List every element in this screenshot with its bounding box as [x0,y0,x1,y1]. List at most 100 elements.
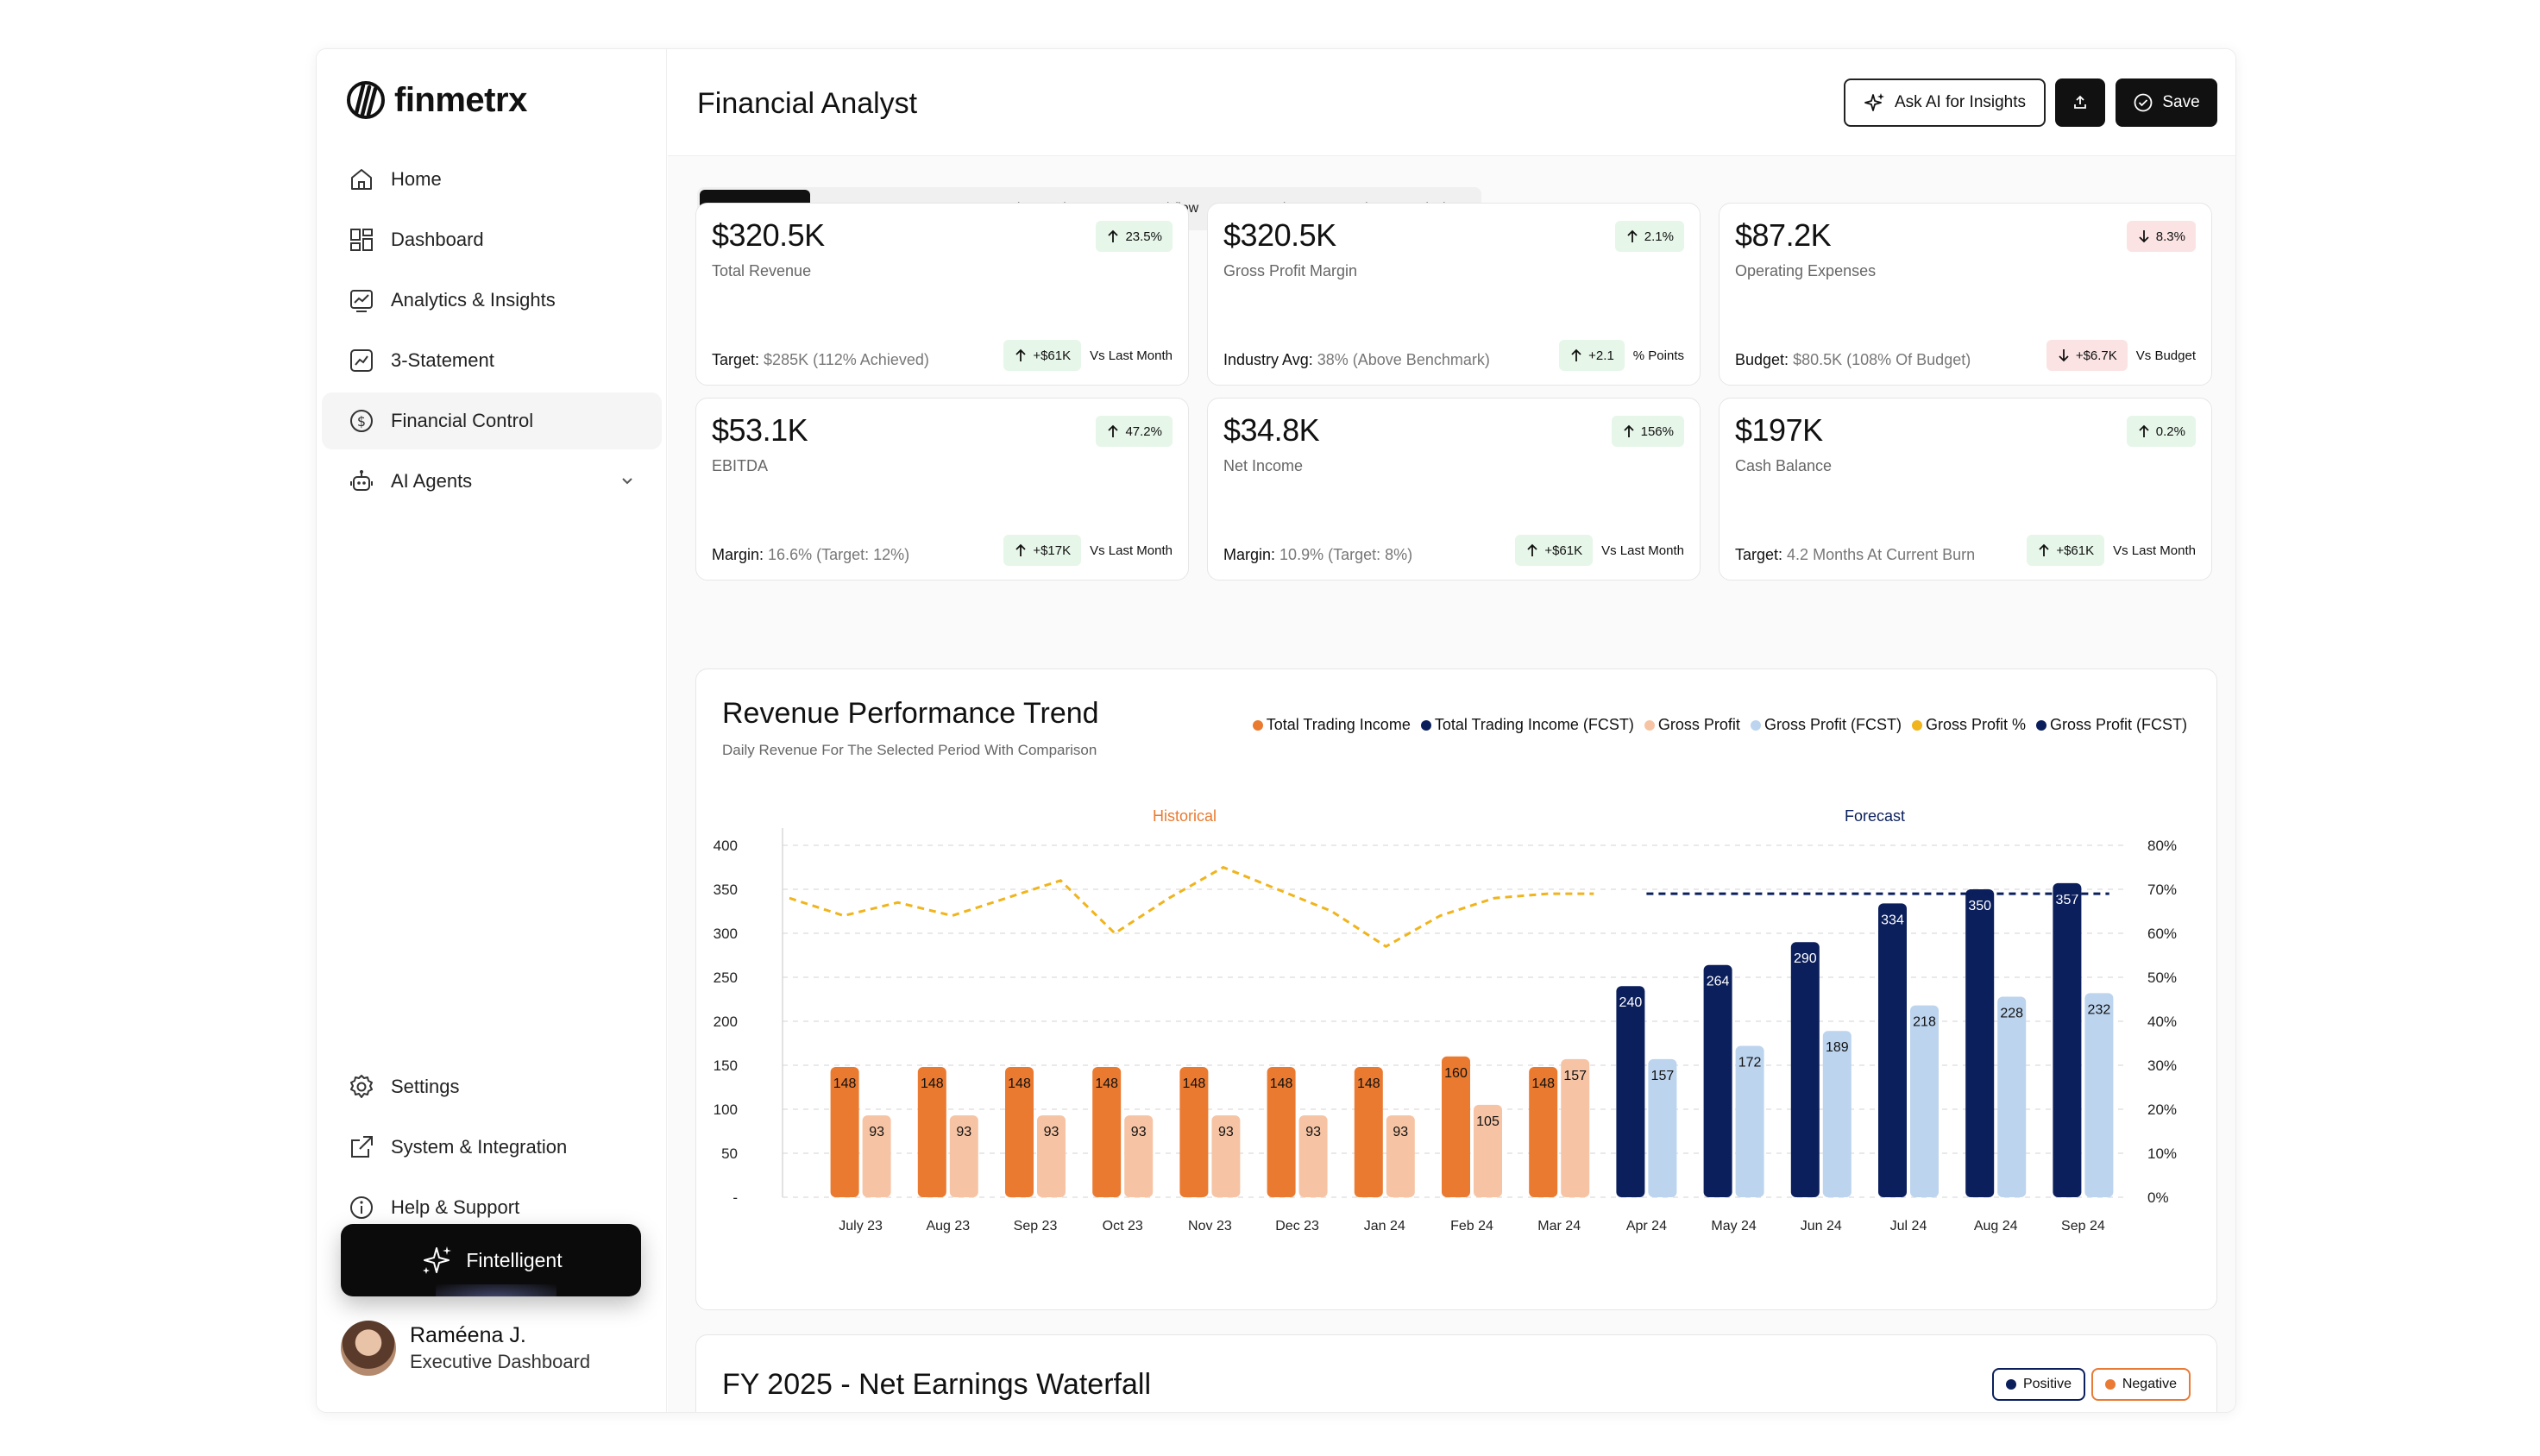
kpi-label: Cash Balance [1735,457,1833,474]
kpi-card[interactable]: $87.2K Operating Expenses 8.3% Budget: $80.… [1719,203,2212,386]
x-tick-label: Jan 24 [1364,1219,1405,1233]
page-title: Financial Analyst [697,87,918,120]
arrow-up-icon [1015,348,1026,361]
chart-title: Revenue Performance Trend [722,697,1099,730]
kpi-delta: +$61K Vs Last Month [1003,340,1173,371]
gross-profit-pct-line [789,865,1594,949]
y-tick-label: 150 [714,1057,738,1074]
legend-item[interactable]: Gross Profit (FCST) [1750,716,1902,734]
bar-primary [1179,1067,1209,1197]
y2-tick-label: 0% [2147,1189,2169,1206]
sidebar-item-dashboard[interactable]: Dashboard [322,211,662,268]
legend-item[interactable]: Gross Profit % [1911,716,2026,734]
arrow-down-icon [2139,230,2149,243]
bar-primary-label: 148 [1531,1076,1555,1091]
bar-secondary [1822,1031,1852,1197]
bar-primary [917,1067,946,1197]
bar-primary [1703,964,1732,1197]
kpi-label: EBITDA [712,457,769,474]
kpi-label: Gross Profit Margin [1223,262,1358,279]
kpi-delta-value: +2.1 [1588,348,1614,363]
export-button[interactable] [2055,78,2105,127]
bar-secondary [1211,1115,1241,1197]
sidebar-item-ai-agents[interactable]: AI Agents [322,453,662,510]
bar-primary [2053,882,2082,1197]
bar-secondary-label: 93 [1393,1125,1408,1139]
legend-label: Total Trading Income [1266,716,1411,733]
legend-negative[interactable]: Negative [2090,1368,2191,1401]
kpi-delta-pill: +$61K [2027,535,2105,566]
bar-secondary-label: 157 [1651,1069,1675,1083]
kpi-delta-label: % Points [1632,348,1684,363]
sidebar-item-analytics[interactable]: Analytics & Insights [322,272,662,329]
kpi-card[interactable]: $34.8K Net Income 156% Margin: 10.9% (Targe… [1207,398,1701,581]
bar-primary [1005,1067,1034,1197]
kpi-change-badge: 47.2% [1096,416,1173,447]
bar-secondary [949,1115,978,1197]
bar-secondary-label: 93 [1044,1125,1059,1139]
kpi-card[interactable]: $53.1K EBITDA 47.2% Margin: 16.6% (Target: … [695,398,1189,581]
y2-tick-label: 10% [2147,1145,2177,1162]
sidebar-item-help-support[interactable]: Help & Support [322,1179,662,1236]
y2-tick-label: 50% [2147,970,2177,986]
logo[interactable]: finmetrx [346,78,527,122]
legend-item[interactable]: Total Trading Income [1252,716,1411,734]
main-content: Financial Analyst Ask AI for Insights Sa… [668,49,2235,1412]
legend-item[interactable]: Total Trading Income (FCST) [1420,716,1634,734]
x-tick-label: May 24 [1711,1219,1757,1233]
sidebar-item-system-integration[interactable]: System & Integration [322,1119,662,1176]
ask-ai-button[interactable]: Ask AI for Insights [1844,78,2046,127]
bar-primary-label: 264 [1707,975,1730,989]
chart-subtitle: Daily Revenue For The Selected Period Wi… [722,742,1097,758]
kpi-foot-value: 4.2 Months At Current Burn [1787,546,1976,563]
analytics-icon [350,290,373,312]
sidebar-item-label: Dashboard [391,229,484,250]
sidebar-item-financial-control[interactable]: $ Financial Control [322,392,662,449]
sidebar-item-settings[interactable]: Settings [322,1058,662,1115]
kpi-change-value: 156% [1640,424,1674,439]
bar-primary-label: 350 [1968,899,1991,913]
bar-primary [1529,1067,1558,1197]
external-link-icon [351,1136,373,1158]
positive-dot-icon [2005,1379,2016,1390]
bar-secondary-label: 189 [1826,1040,1849,1055]
bar-primary [1616,986,1645,1197]
kpi-card[interactable]: $197K Cash Balance 0.2% Target: 4.2 Months … [1719,398,2212,581]
kpi-delta-value: +$61K [1033,348,1072,363]
kpi-foot-value: 10.9% (Target: 8%) [1279,546,1413,563]
legend-item[interactable]: Gross Profit [1644,716,1740,734]
kpi-card[interactable]: $320.5K Total Revenue 23.5% Target: $285K (… [695,203,1189,386]
legend-positive[interactable]: Positive [1991,1368,2085,1401]
kpi-foot-key: Industry Avg: [1223,351,1313,368]
kpi-foot-value: 38% (Above Benchmark) [1317,351,1490,368]
sidebar-item-home[interactable]: Home [322,151,662,208]
kpi-change-badge: 0.2% [2126,416,2196,447]
sidebar: finmetrx Home Dashboard Analytics & Insi… [317,49,667,1412]
fintelligent-button[interactable]: Fintelligent [341,1224,641,1296]
bar-primary-label: 290 [1794,951,1817,966]
legend-label: Gross Profit % [1925,716,2026,733]
x-tick-label: Oct 23 [1103,1219,1143,1233]
x-tick-label: Nov 23 [1188,1219,1232,1233]
chevron-down-icon[interactable] [619,472,636,489]
sidebar-item-3-statement[interactable]: 3-Statement [322,332,662,389]
y2-tick-label: 70% [2147,882,2177,898]
kpi-delta-pill: +$6.7K [2046,340,2128,371]
save-button[interactable]: Save [2116,78,2217,127]
bar-primary [1354,1067,1383,1197]
check-circle-icon [2134,93,2153,112]
kpi-foot-key: Target: [712,351,760,368]
legend-item[interactable]: Gross Profit (FCST) [2035,716,2187,734]
kpi-card[interactable]: $320.5K Gross Profit Margin 2.1% Industry A… [1207,203,1701,386]
arrow-up-icon [1108,229,1119,242]
bar-primary-label: 357 [2056,893,2079,907]
user-profile[interactable]: Raméena J. Executive Dashboard [341,1321,590,1376]
kpi-delta-pill: +$61K [1003,340,1082,371]
bar-secondary [1735,1045,1764,1197]
sidebar-nav: Home Dashboard Analytics & Insights 3-St… [322,151,662,513]
bar-secondary-label: 93 [869,1125,884,1139]
bar-secondary [1386,1115,1415,1197]
x-tick-label: Aug 24 [1974,1219,2018,1233]
kpi-change-value: 2.1% [1644,229,1674,244]
kpi-delta-pill: +$61K [1515,535,1594,566]
